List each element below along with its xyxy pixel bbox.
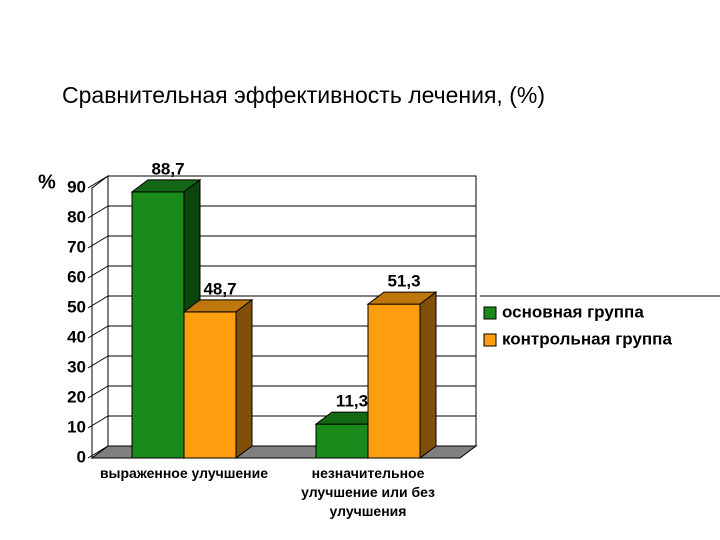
value-label: 51,3: [387, 272, 420, 291]
tick-mark: [87, 415, 109, 429]
x-tick-label: незначительное улучшение или без улучшен…: [301, 465, 435, 519]
tick-mark: [87, 355, 109, 369]
y-tick-label: 0: [77, 447, 86, 466]
legend-swatch: [483, 306, 497, 320]
tick-mark: [87, 265, 109, 279]
tick-mark: [87, 325, 109, 339]
bar: [366, 291, 438, 459]
value-label: 11,3: [336, 392, 368, 411]
y-tick-label: 40: [67, 327, 86, 346]
y-tick-label: 20: [67, 387, 86, 406]
bar-front: [315, 423, 369, 459]
tick-mark: [87, 385, 109, 399]
y-tick-label: 80: [67, 207, 86, 226]
value-label: 88,7: [151, 159, 184, 178]
legend-label: контрольная группа: [502, 329, 672, 348]
x-tick-label: выраженное улучшение: [99, 465, 269, 481]
tick-mark: [87, 205, 109, 219]
y-tick-label: 10: [67, 417, 86, 436]
y-tick-label: 30: [67, 357, 86, 376]
bar: [182, 298, 254, 459]
bar-front: [367, 303, 421, 459]
tick-mark: [87, 175, 109, 189]
y-tick-label: 70: [67, 237, 86, 256]
tick-mark: [87, 295, 109, 309]
value-label: 48,7: [203, 279, 236, 298]
bar-side: [235, 298, 253, 459]
side-wall: [91, 175, 109, 459]
y-axis-label: %: [38, 171, 56, 193]
y-tick-label: 90: [67, 177, 86, 196]
y-tick-label: 60: [67, 267, 86, 286]
legend-swatch: [483, 333, 497, 347]
chart-title: Сравнительная эффективность лечения, (%): [62, 82, 545, 108]
tick-mark: [87, 235, 109, 249]
bar-front: [183, 311, 237, 459]
legend-label: основная группа: [502, 302, 644, 321]
bar-side: [419, 291, 437, 459]
bar-front: [131, 191, 185, 459]
y-tick-label: 50: [67, 297, 86, 316]
